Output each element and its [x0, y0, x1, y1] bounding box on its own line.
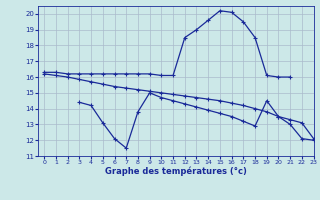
X-axis label: Graphe des températures (°c): Graphe des températures (°c): [105, 167, 247, 176]
